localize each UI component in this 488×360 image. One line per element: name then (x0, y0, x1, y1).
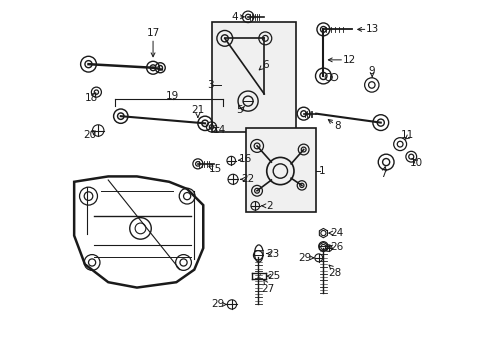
Text: 8: 8 (334, 121, 340, 131)
Text: 13: 13 (366, 24, 379, 35)
Text: 2: 2 (266, 201, 272, 211)
Text: 27: 27 (261, 284, 274, 294)
Text: 24: 24 (330, 228, 343, 238)
Text: 29: 29 (298, 253, 311, 263)
Text: 19: 19 (166, 91, 179, 101)
Text: 15: 15 (209, 163, 222, 174)
Bar (246, 128, 316, 212)
Text: 10: 10 (408, 158, 422, 168)
Text: 4: 4 (231, 12, 238, 22)
Text: 21: 21 (191, 105, 204, 115)
Text: 25: 25 (267, 271, 280, 281)
Text: 16: 16 (239, 154, 252, 164)
Text: 17: 17 (146, 28, 160, 38)
Text: 28: 28 (327, 268, 341, 278)
Text: 5: 5 (236, 105, 243, 115)
Text: 1: 1 (318, 166, 325, 176)
Text: 11: 11 (400, 130, 413, 140)
Text: 29: 29 (210, 300, 224, 310)
Text: 22: 22 (241, 174, 254, 184)
Text: 14: 14 (212, 125, 225, 135)
Text: 20: 20 (83, 130, 97, 140)
Bar (212, 22, 296, 132)
Text: 12: 12 (342, 55, 355, 65)
Text: 7: 7 (380, 168, 386, 179)
Text: 26: 26 (330, 242, 343, 252)
Text: 3: 3 (206, 80, 213, 90)
Text: 2: 2 (256, 273, 261, 279)
Text: 18: 18 (84, 93, 98, 103)
Text: 6: 6 (262, 60, 269, 70)
Text: 23: 23 (266, 248, 279, 258)
Text: 9: 9 (368, 66, 375, 76)
